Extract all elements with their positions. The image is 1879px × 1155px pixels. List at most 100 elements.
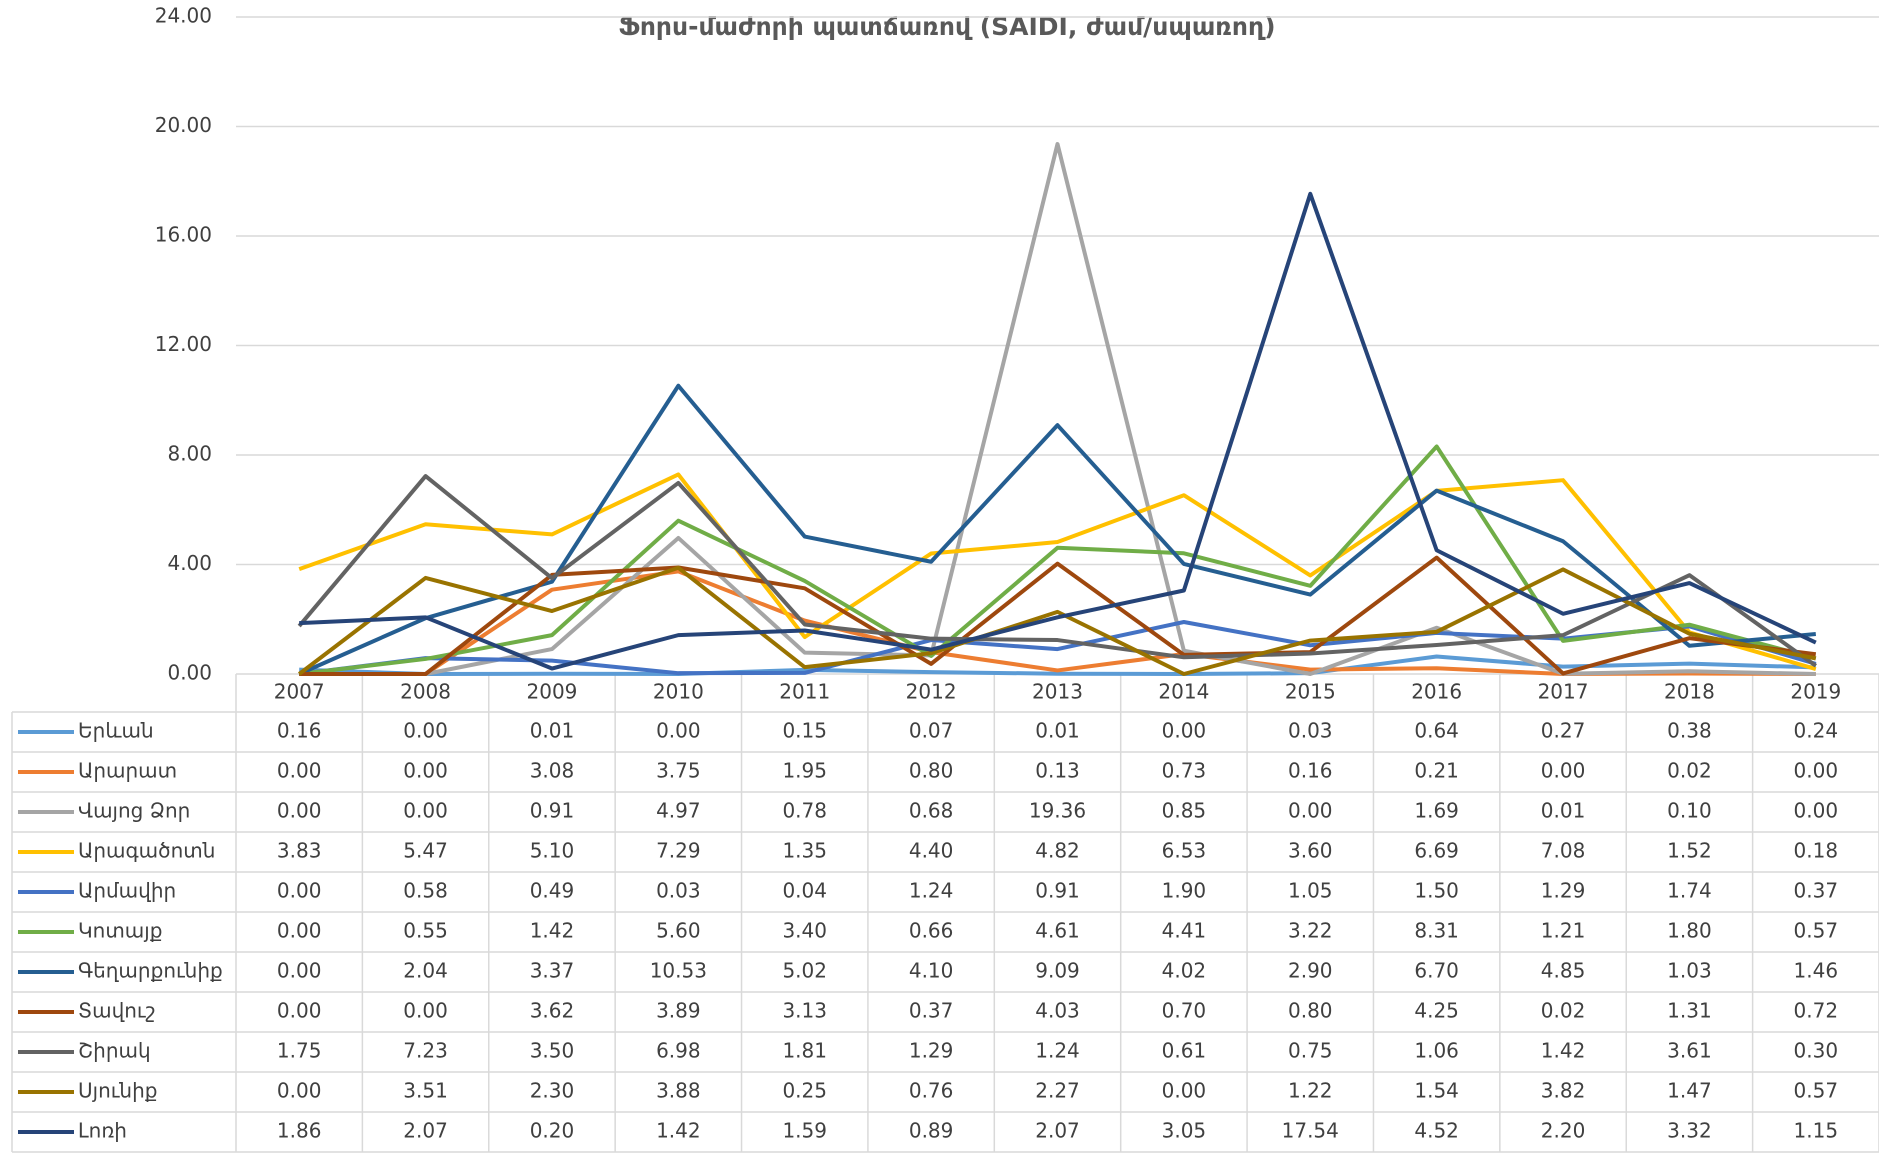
series-line [299,654,1816,676]
table-cell: 4.52 [1414,1119,1459,1143]
table-cell: 8.31 [1414,919,1459,943]
table-cell: 3.83 [277,839,322,863]
table-cell: 6.69 [1414,839,1459,863]
x-tick-label: 2013 [1032,680,1083,704]
legend-label: Արմավիր [78,879,176,903]
table-cell: 10.53 [650,959,707,983]
table-cell: 0.72 [1794,999,1839,1023]
series-line [298,444,1817,676]
table-cell: 6.98 [656,1039,701,1063]
table-cell: 0.00 [656,719,701,743]
table-cell: 1.69 [1414,799,1459,823]
legend-label: Կոտայք [78,919,162,943]
table-cell: 1.47 [1667,1079,1712,1103]
table-cell: 7.23 [403,1039,448,1063]
table-cell: 0.70 [1162,999,1207,1023]
table-cell: 5.10 [530,839,575,863]
table-cell: 1.24 [909,879,954,903]
table-cell: 3.61 [1667,1039,1712,1063]
table-cell: 0.00 [277,759,322,783]
table-cell: 0.58 [403,879,448,903]
table-cell: 1.75 [277,1039,322,1063]
table-cell: 0.61 [1162,1039,1207,1063]
table-cell: 3.88 [656,1079,701,1103]
table-cell: 0.57 [1794,1079,1839,1103]
table-cell: 3.13 [782,999,827,1023]
table-cell: 0.73 [1162,759,1207,783]
table-cell: 0.01 [530,719,575,743]
table-cell: 1.54 [1414,1079,1459,1103]
table-cell: 0.00 [1162,1079,1207,1103]
table-cell: 4.10 [909,959,954,983]
table-cell: 0.85 [1162,799,1207,823]
table-cell: 0.01 [1035,719,1080,743]
series-line [298,383,1816,676]
table-cell: 0.20 [530,1119,575,1143]
x-tick-label: 2008 [400,680,451,704]
table-cell: 1.90 [1162,879,1207,903]
table-cell: 1.74 [1667,879,1712,903]
table-cell: 3.82 [1541,1079,1586,1103]
table-cell: 3.08 [530,759,575,783]
table-cell: 1.21 [1541,919,1586,943]
legend-label: Վայոց Ձոր [78,799,190,823]
table-cell: 1.29 [1541,879,1586,903]
y-tick-label: 0.00 [167,661,212,685]
table-cell: 0.68 [909,799,954,823]
table-cell: 17.54 [1282,1119,1339,1143]
x-tick-label: 2011 [779,680,830,704]
table-cell: 1.52 [1667,839,1712,863]
table-cell: 1.95 [782,759,827,783]
legend-label: Տավուշ [78,999,156,1023]
y-tick-label: 16.00 [155,223,212,247]
legend-label: Լոռի [78,1119,127,1143]
table-cell: 19.36 [1029,799,1086,823]
legend-label: Արարատ [78,759,177,783]
table-cell: 0.80 [909,759,954,783]
table-cell: 0.55 [403,919,448,943]
y-tick-label: 24.00 [155,4,212,28]
table-cell: 0.16 [1288,759,1333,783]
table-cell: 0.91 [530,799,575,823]
table-cell: 5.60 [656,919,701,943]
table-cell: 3.32 [1667,1119,1712,1143]
table-cell: 1.46 [1794,959,1839,983]
x-tick-label: 2018 [1664,680,1715,704]
table-cell: 0.80 [1288,999,1333,1023]
table-cell: 0.89 [909,1119,954,1143]
x-tick-label: 2012 [906,680,957,704]
table-cell: 3.62 [530,999,575,1023]
table-cell: 3.75 [656,759,701,783]
table-cell: 1.81 [782,1039,827,1063]
y-tick-label: 20.00 [155,113,212,137]
table-cell: 1.42 [1541,1039,1586,1063]
table-cell: 0.49 [530,879,575,903]
table-cell: 2.20 [1541,1119,1586,1143]
table-cell: 3.22 [1288,919,1333,943]
table-cell: 1.15 [1794,1119,1839,1143]
table-cell: 0.57 [1794,919,1839,943]
table-cell: 4.40 [909,839,954,863]
series-line [299,555,1817,676]
x-tick-label: 2019 [1790,680,1841,704]
table-cell: 0.37 [909,999,954,1023]
series-line [299,191,1817,671]
table-cell: 2.07 [403,1119,448,1143]
table-cell: 0.00 [1162,719,1207,743]
table-cell: 4.97 [656,799,701,823]
table-cell: 0.02 [1667,759,1712,783]
table-cell: 1.22 [1288,1079,1333,1103]
table-cell: 4.41 [1162,919,1207,943]
table-cell: 0.00 [403,999,448,1023]
table-cell: 6.70 [1414,959,1459,983]
table-cell: 1.86 [277,1119,322,1143]
table-cell: 2.07 [1035,1119,1080,1143]
table-cell: 1.80 [1667,919,1712,943]
table-cell: 0.00 [277,1079,322,1103]
y-tick-label: 8.00 [167,442,212,466]
table-cell: 0.00 [277,959,322,983]
table-cell: 1.42 [530,919,575,943]
table-cell: 1.31 [1667,999,1712,1023]
table-cell: 0.64 [1414,719,1459,743]
